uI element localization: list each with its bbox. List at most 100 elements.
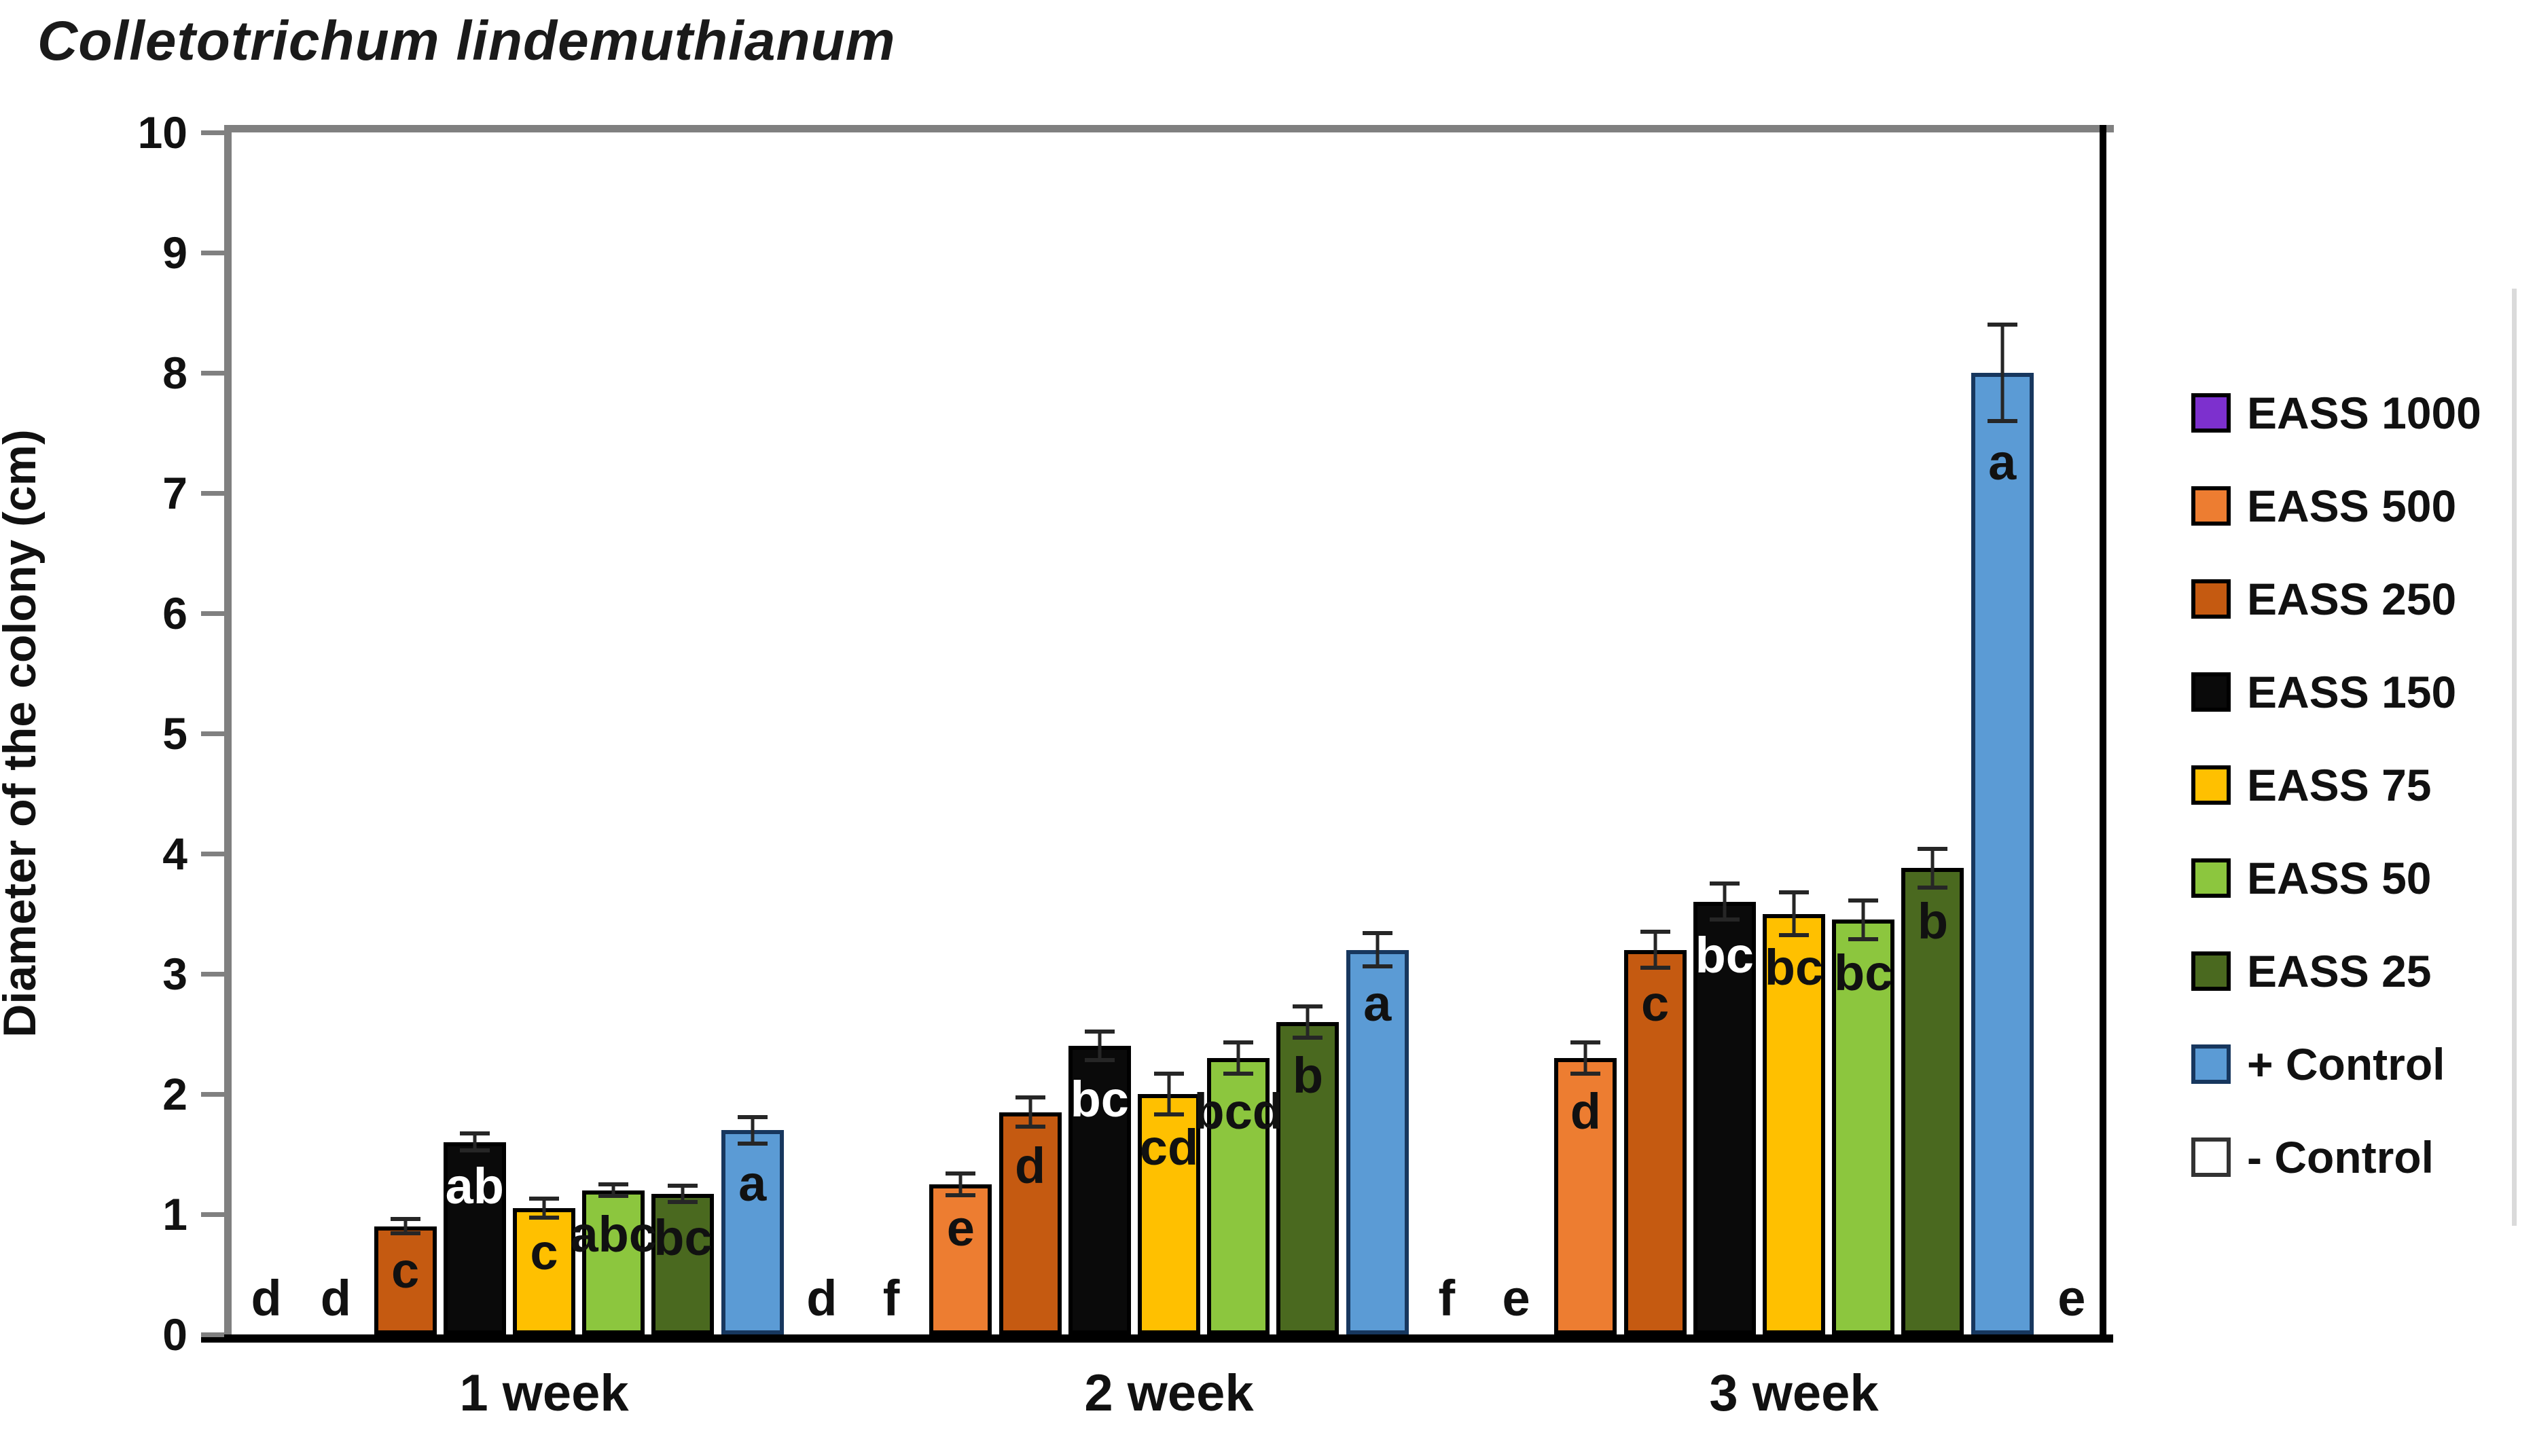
y-axis-line xyxy=(224,125,232,1334)
legend-item-eass-25: EASS 25 xyxy=(2191,946,2431,996)
bar-slot: f xyxy=(1412,132,1481,1334)
error-bar-cap xyxy=(1293,1035,1323,1040)
error-bar-cap xyxy=(1570,1040,1601,1044)
legend-swatch xyxy=(2191,1044,2231,1084)
bar-neg-control xyxy=(1346,949,1409,1334)
y-tick-label: 9 xyxy=(162,228,187,278)
legend-swatch xyxy=(2191,858,2231,898)
significance-letter: a xyxy=(1988,434,2017,490)
plot-top-border xyxy=(224,125,2114,132)
significance-letter: d xyxy=(320,1270,351,1326)
bar-group-1-week: d d c ab c abc bc a d xyxy=(232,132,857,1334)
bar-slot: e xyxy=(1481,132,1551,1334)
bar-group-3-week: e d c bc bc bc b a e xyxy=(1481,132,2106,1334)
error-bar-cap xyxy=(1362,930,1392,935)
error-bar-cap xyxy=(459,1148,490,1153)
legend-label: EASS 50 xyxy=(2247,853,2432,903)
legend-label: EASS 150 xyxy=(2247,667,2457,717)
y-tick-mark xyxy=(201,491,224,496)
significance-letter: b xyxy=(1917,893,1949,950)
bar-slot: bcd xyxy=(1193,132,1283,1334)
plot-right-border xyxy=(2100,125,2106,1334)
bar-eass-25 xyxy=(1901,868,1964,1334)
error-bar-cap xyxy=(1153,1071,1184,1076)
error-bar-cap xyxy=(528,1196,559,1201)
y-tick-label: 5 xyxy=(162,708,187,759)
x-category-label: 1 week xyxy=(459,1364,629,1422)
bar-slot: bc xyxy=(1690,132,1759,1334)
significance-letter: bc xyxy=(1695,926,1754,983)
error-bar xyxy=(958,1173,963,1195)
error-bar xyxy=(1167,1073,1171,1115)
error-bar xyxy=(403,1219,408,1234)
bar-eass-250 xyxy=(1623,949,1687,1334)
error-bar xyxy=(2000,325,2004,421)
significance-letter: a xyxy=(1363,975,1392,1032)
significance-letter: a xyxy=(738,1155,767,1212)
error-bar xyxy=(611,1184,615,1197)
error-bar-cap xyxy=(528,1216,559,1220)
error-bar-cap xyxy=(598,1194,629,1199)
y-tick-mark xyxy=(201,371,224,376)
significance-letter: d xyxy=(1014,1137,1046,1194)
error-bar-cap xyxy=(1223,1040,1254,1044)
y-tick-mark xyxy=(201,1332,224,1337)
error-bar-cap xyxy=(668,1183,698,1188)
error-bar xyxy=(1583,1042,1587,1074)
bar-slot: d xyxy=(301,132,370,1334)
error-bar-cap xyxy=(1709,917,1740,922)
legend-item-eass-50: EASS 50 xyxy=(2191,853,2432,903)
significance-letter: f xyxy=(882,1270,900,1326)
significance-letter: b xyxy=(1292,1046,1324,1104)
y-tick-label: 6 xyxy=(162,588,187,638)
error-bar-cap xyxy=(1570,1071,1601,1076)
y-tick-mark xyxy=(201,1212,224,1217)
bar-slot: a xyxy=(1343,132,1412,1334)
y-tick-label: 4 xyxy=(162,829,187,879)
legend-item-eass-1000: EASS 1000 xyxy=(2191,388,2481,438)
error-bar xyxy=(751,1116,755,1144)
significance-letter: f xyxy=(1438,1270,1456,1326)
error-bar-cap xyxy=(1987,418,2017,423)
bar-slot: b xyxy=(1273,132,1342,1334)
error-bar xyxy=(1861,900,1865,939)
bar-eass-250 xyxy=(374,1226,437,1334)
significance-letter: d xyxy=(1570,1082,1601,1140)
legend-label: EASS 75 xyxy=(2247,760,2432,810)
legend-item-eass-150: EASS 150 xyxy=(2191,667,2457,717)
bar-eass-25 xyxy=(1276,1021,1340,1334)
error-bar-cap xyxy=(737,1114,768,1119)
legend-label: + Control xyxy=(2247,1039,2445,1089)
bar-neg-control xyxy=(721,1130,784,1334)
error-bar-cap xyxy=(1084,1058,1115,1063)
bar-eass-75 xyxy=(1762,913,1825,1334)
bar-eass-25 xyxy=(651,1193,715,1334)
bar-eass-150 xyxy=(443,1142,506,1334)
significance-letter: bc xyxy=(1070,1071,1129,1128)
bar-slot: cd xyxy=(1134,132,1204,1334)
significance-letter: c xyxy=(391,1241,420,1298)
error-bar xyxy=(681,1185,685,1203)
error-bar xyxy=(1723,884,1727,920)
error-bar-cap xyxy=(1293,1004,1323,1008)
significance-letter: bc xyxy=(653,1209,713,1266)
error-bar-cap xyxy=(1153,1112,1184,1117)
error-bar xyxy=(1930,848,1935,888)
bar-slot: c xyxy=(370,132,439,1334)
legend-swatch xyxy=(2191,765,2231,805)
chart-edge-line xyxy=(2512,289,2517,1226)
legend-swatch xyxy=(2191,393,2231,433)
y-tick-label: 0 xyxy=(162,1309,187,1360)
bar-slot: bc xyxy=(1759,132,1829,1334)
error-bar xyxy=(1098,1031,1102,1061)
error-bar-cap xyxy=(390,1217,420,1222)
bar-slot: d xyxy=(232,132,301,1334)
error-bar-cap xyxy=(1987,323,2017,327)
bar-slot: b xyxy=(1898,132,1967,1334)
plot-area: Diameter of the colony (cm) d d c ab c abc bc a… xyxy=(0,125,2114,1343)
error-bar-cap xyxy=(1640,930,1670,934)
legend-swatch xyxy=(2191,951,2231,991)
bar-slot: d xyxy=(995,132,1064,1334)
error-bar-cap xyxy=(1640,966,1670,970)
